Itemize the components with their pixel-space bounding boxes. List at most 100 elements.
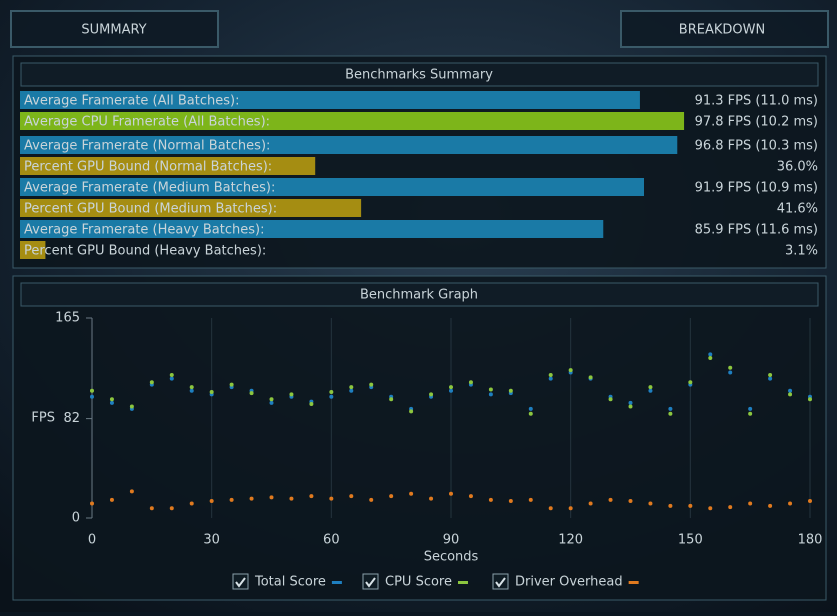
x-tick-label: 180 — [798, 533, 823, 548]
data-point — [429, 392, 434, 397]
data-point — [628, 499, 633, 504]
legend-check — [495, 577, 506, 588]
data-point — [129, 404, 134, 409]
data-point — [409, 491, 414, 496]
legend-checkbox[interactable] — [232, 573, 249, 590]
data-point — [568, 368, 573, 373]
data-point — [209, 499, 214, 504]
summary-header — [20, 62, 819, 87]
data-point — [628, 404, 633, 409]
summary-value: 97.8 FPS (10.2 ms) — [695, 115, 818, 130]
data-point — [189, 385, 194, 390]
data-point — [249, 391, 254, 396]
data-point — [528, 411, 533, 416]
data-point — [90, 388, 94, 393]
data-point — [788, 501, 793, 506]
data-point — [668, 503, 673, 508]
summary-tab-label[interactable]: SUMMARY — [81, 23, 146, 38]
x-axis-label: Seconds — [424, 550, 479, 565]
data-point — [648, 385, 653, 390]
legend-checkbox[interactable] — [362, 573, 379, 590]
data-point — [349, 494, 354, 499]
data-point — [449, 385, 453, 390]
summary-label: Percent GPU Bound (Medium Batches): — [24, 202, 277, 217]
data-point — [728, 365, 733, 370]
data-point — [468, 380, 473, 385]
summary-label: Percent GPU Bound (Heavy Batches): — [24, 244, 266, 259]
data-point — [149, 506, 154, 511]
data-point — [628, 400, 633, 405]
y-axis-label: FPS — [31, 411, 55, 426]
data-point — [389, 494, 394, 499]
data-point — [708, 506, 713, 511]
data-point — [349, 388, 354, 393]
plot: 0 30 60 90 120 150 180 0 82 165 Total Score CPU Sco… — [55, 311, 822, 590]
summary-label: Average Framerate (All Batches): — [24, 94, 239, 109]
legend-label: CPU Score — [385, 575, 452, 590]
data-point — [488, 497, 493, 502]
data-point — [808, 397, 812, 402]
x-tick-label: 60 — [323, 533, 340, 548]
y-tick-label: 82 — [63, 411, 80, 426]
data-point — [728, 370, 733, 375]
summary-tab[interactable] — [10, 10, 219, 48]
data-point — [269, 495, 274, 500]
y-tick-label: 165 — [55, 311, 80, 326]
data-point — [488, 392, 493, 397]
summary-value: 36.0% — [777, 160, 818, 175]
data-point — [269, 397, 274, 402]
summary-label: Average CPU Framerate (All Batches): — [24, 115, 270, 130]
data-point — [648, 388, 653, 393]
data-point — [588, 501, 593, 506]
legend-label: Total Score — [254, 575, 326, 590]
data-point — [269, 400, 274, 405]
data-point — [568, 506, 573, 511]
legend-checkbox[interactable] — [492, 573, 509, 590]
summary-rows: Average Framerate (All Batches): 91.3 FPS… — [20, 91, 818, 259]
data-point — [309, 494, 314, 499]
data-point — [808, 499, 812, 504]
summary-value: 3.1% — [785, 244, 818, 259]
data-point — [449, 491, 453, 496]
data-point — [748, 406, 753, 411]
data-point — [768, 376, 773, 381]
summary-value: 91.3 FPS (11.0 ms) — [695, 94, 818, 109]
graph-header — [20, 282, 819, 307]
data-point — [229, 382, 234, 387]
data-point — [508, 499, 513, 504]
data-point — [768, 503, 773, 508]
data-point — [149, 380, 154, 385]
data-point — [708, 352, 713, 357]
summary-bar — [20, 241, 46, 259]
data-point — [249, 496, 254, 501]
data-point — [768, 372, 773, 377]
data-point — [90, 394, 94, 399]
data-point — [129, 489, 134, 494]
data-point — [648, 501, 653, 506]
summary-value: 85.9 FPS (11.6 ms) — [695, 223, 818, 238]
data-point — [788, 388, 793, 393]
data-point — [688, 380, 693, 385]
summary-bar — [20, 136, 678, 154]
summary-bar — [20, 157, 316, 175]
data-point — [788, 392, 793, 397]
data-point — [369, 382, 374, 387]
data-point — [528, 406, 533, 411]
data-point — [109, 497, 114, 502]
summary-value: 96.8 FPS (10.3 ms) — [695, 139, 818, 154]
breakdown-tab-label[interactable]: BREAKDOWN — [679, 23, 765, 38]
x-tick-label: 120 — [558, 533, 583, 548]
data-point — [329, 496, 334, 501]
graph-title: Benchmark Graph — [360, 288, 478, 303]
legend-label: Driver Overhead — [515, 575, 623, 590]
data-point — [289, 392, 294, 397]
legend-swatch — [628, 581, 639, 584]
data-point — [748, 501, 753, 506]
data-point — [429, 496, 434, 501]
data-point — [528, 497, 533, 502]
data-point — [708, 356, 713, 360]
breakdown-tab[interactable] — [620, 10, 829, 48]
data-point — [608, 397, 613, 402]
summary-bar — [20, 220, 604, 238]
